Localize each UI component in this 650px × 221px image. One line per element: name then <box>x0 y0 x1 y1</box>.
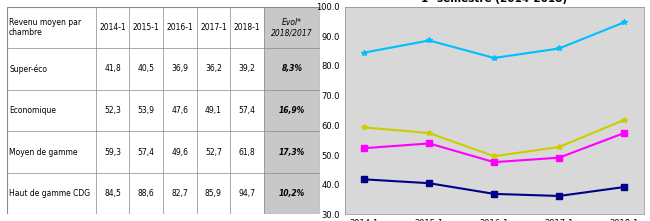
Text: Revenu moyen par
chambre: Revenu moyen par chambre <box>9 18 81 37</box>
Text: 2017-1: 2017-1 <box>200 23 227 32</box>
Super-éco <box>490 192 498 195</box>
Text: 57,4: 57,4 <box>239 106 255 115</box>
Moyen de
gamme <box>620 119 628 121</box>
Economique <box>425 142 433 145</box>
Text: 57,4: 57,4 <box>138 148 155 156</box>
Super-éco <box>425 182 433 185</box>
Text: Haut de gamme CDG: Haut de gamme CDG <box>9 189 90 198</box>
Super-éco <box>555 195 563 197</box>
Text: 39,2: 39,2 <box>239 65 255 73</box>
Haut de
gamme CDG <box>620 21 628 24</box>
Moyen de
gamme <box>360 126 368 129</box>
Text: 53,9: 53,9 <box>138 106 155 115</box>
Text: 8,3%: 8,3% <box>281 65 302 73</box>
Moyen de
gamme <box>490 155 498 158</box>
Text: 17,3%: 17,3% <box>279 148 305 156</box>
Economique <box>490 161 498 164</box>
Text: 16,9%: 16,9% <box>279 106 305 115</box>
Economique <box>360 147 368 150</box>
Text: 2014-1: 2014-1 <box>99 23 126 32</box>
Text: 52,7: 52,7 <box>205 148 222 156</box>
Text: 36,9: 36,9 <box>172 65 188 73</box>
Line: Haut de
gamme CDG: Haut de gamme CDG <box>361 20 627 61</box>
Title: Evolution des revenus par chambre
1° semestre (2014-2018): Evolution des revenus par chambre 1° sem… <box>390 0 599 4</box>
Text: 82,7: 82,7 <box>172 189 188 198</box>
Moyen de
gamme <box>425 132 433 134</box>
Haut de
gamme CDG <box>425 39 433 42</box>
Super-éco <box>620 186 628 188</box>
Economique <box>620 132 628 134</box>
Text: 59,3: 59,3 <box>104 148 121 156</box>
Text: 36,2: 36,2 <box>205 65 222 73</box>
Text: 52,3: 52,3 <box>104 106 121 115</box>
Line: Moyen de
gamme: Moyen de gamme <box>361 117 627 159</box>
Text: 49,1: 49,1 <box>205 106 222 115</box>
Text: Economique: Economique <box>9 106 56 115</box>
Haut de
gamme CDG <box>490 57 498 59</box>
Text: 49,6: 49,6 <box>172 148 188 156</box>
Economique <box>555 156 563 159</box>
Text: 2018-1: 2018-1 <box>233 23 260 32</box>
Text: 94,7: 94,7 <box>239 189 255 198</box>
Text: 10,2%: 10,2% <box>279 189 305 198</box>
Line: Economique: Economique <box>361 130 627 165</box>
Text: 84,5: 84,5 <box>104 189 121 198</box>
Text: Moyen de gamme: Moyen de gamme <box>9 148 77 156</box>
Text: 2016-1: 2016-1 <box>166 23 193 32</box>
Text: 47,6: 47,6 <box>172 106 188 115</box>
Haut de
gamme CDG <box>360 51 368 54</box>
Text: 41,8: 41,8 <box>104 65 121 73</box>
Text: 40,5: 40,5 <box>138 65 155 73</box>
Text: 88,6: 88,6 <box>138 189 155 198</box>
Text: 61,8: 61,8 <box>239 148 255 156</box>
Moyen de
gamme <box>555 146 563 148</box>
Haut de
gamme CDG <box>555 47 563 50</box>
Text: 2015-1: 2015-1 <box>133 23 160 32</box>
Super-éco <box>360 178 368 181</box>
Text: 85,9: 85,9 <box>205 189 222 198</box>
Line: Super-éco: Super-éco <box>361 177 627 199</box>
Text: Evol*
2018/2017: Evol* 2018/2017 <box>271 18 313 37</box>
Bar <box>264 7 320 214</box>
Text: Super-éco: Super-éco <box>9 64 47 74</box>
